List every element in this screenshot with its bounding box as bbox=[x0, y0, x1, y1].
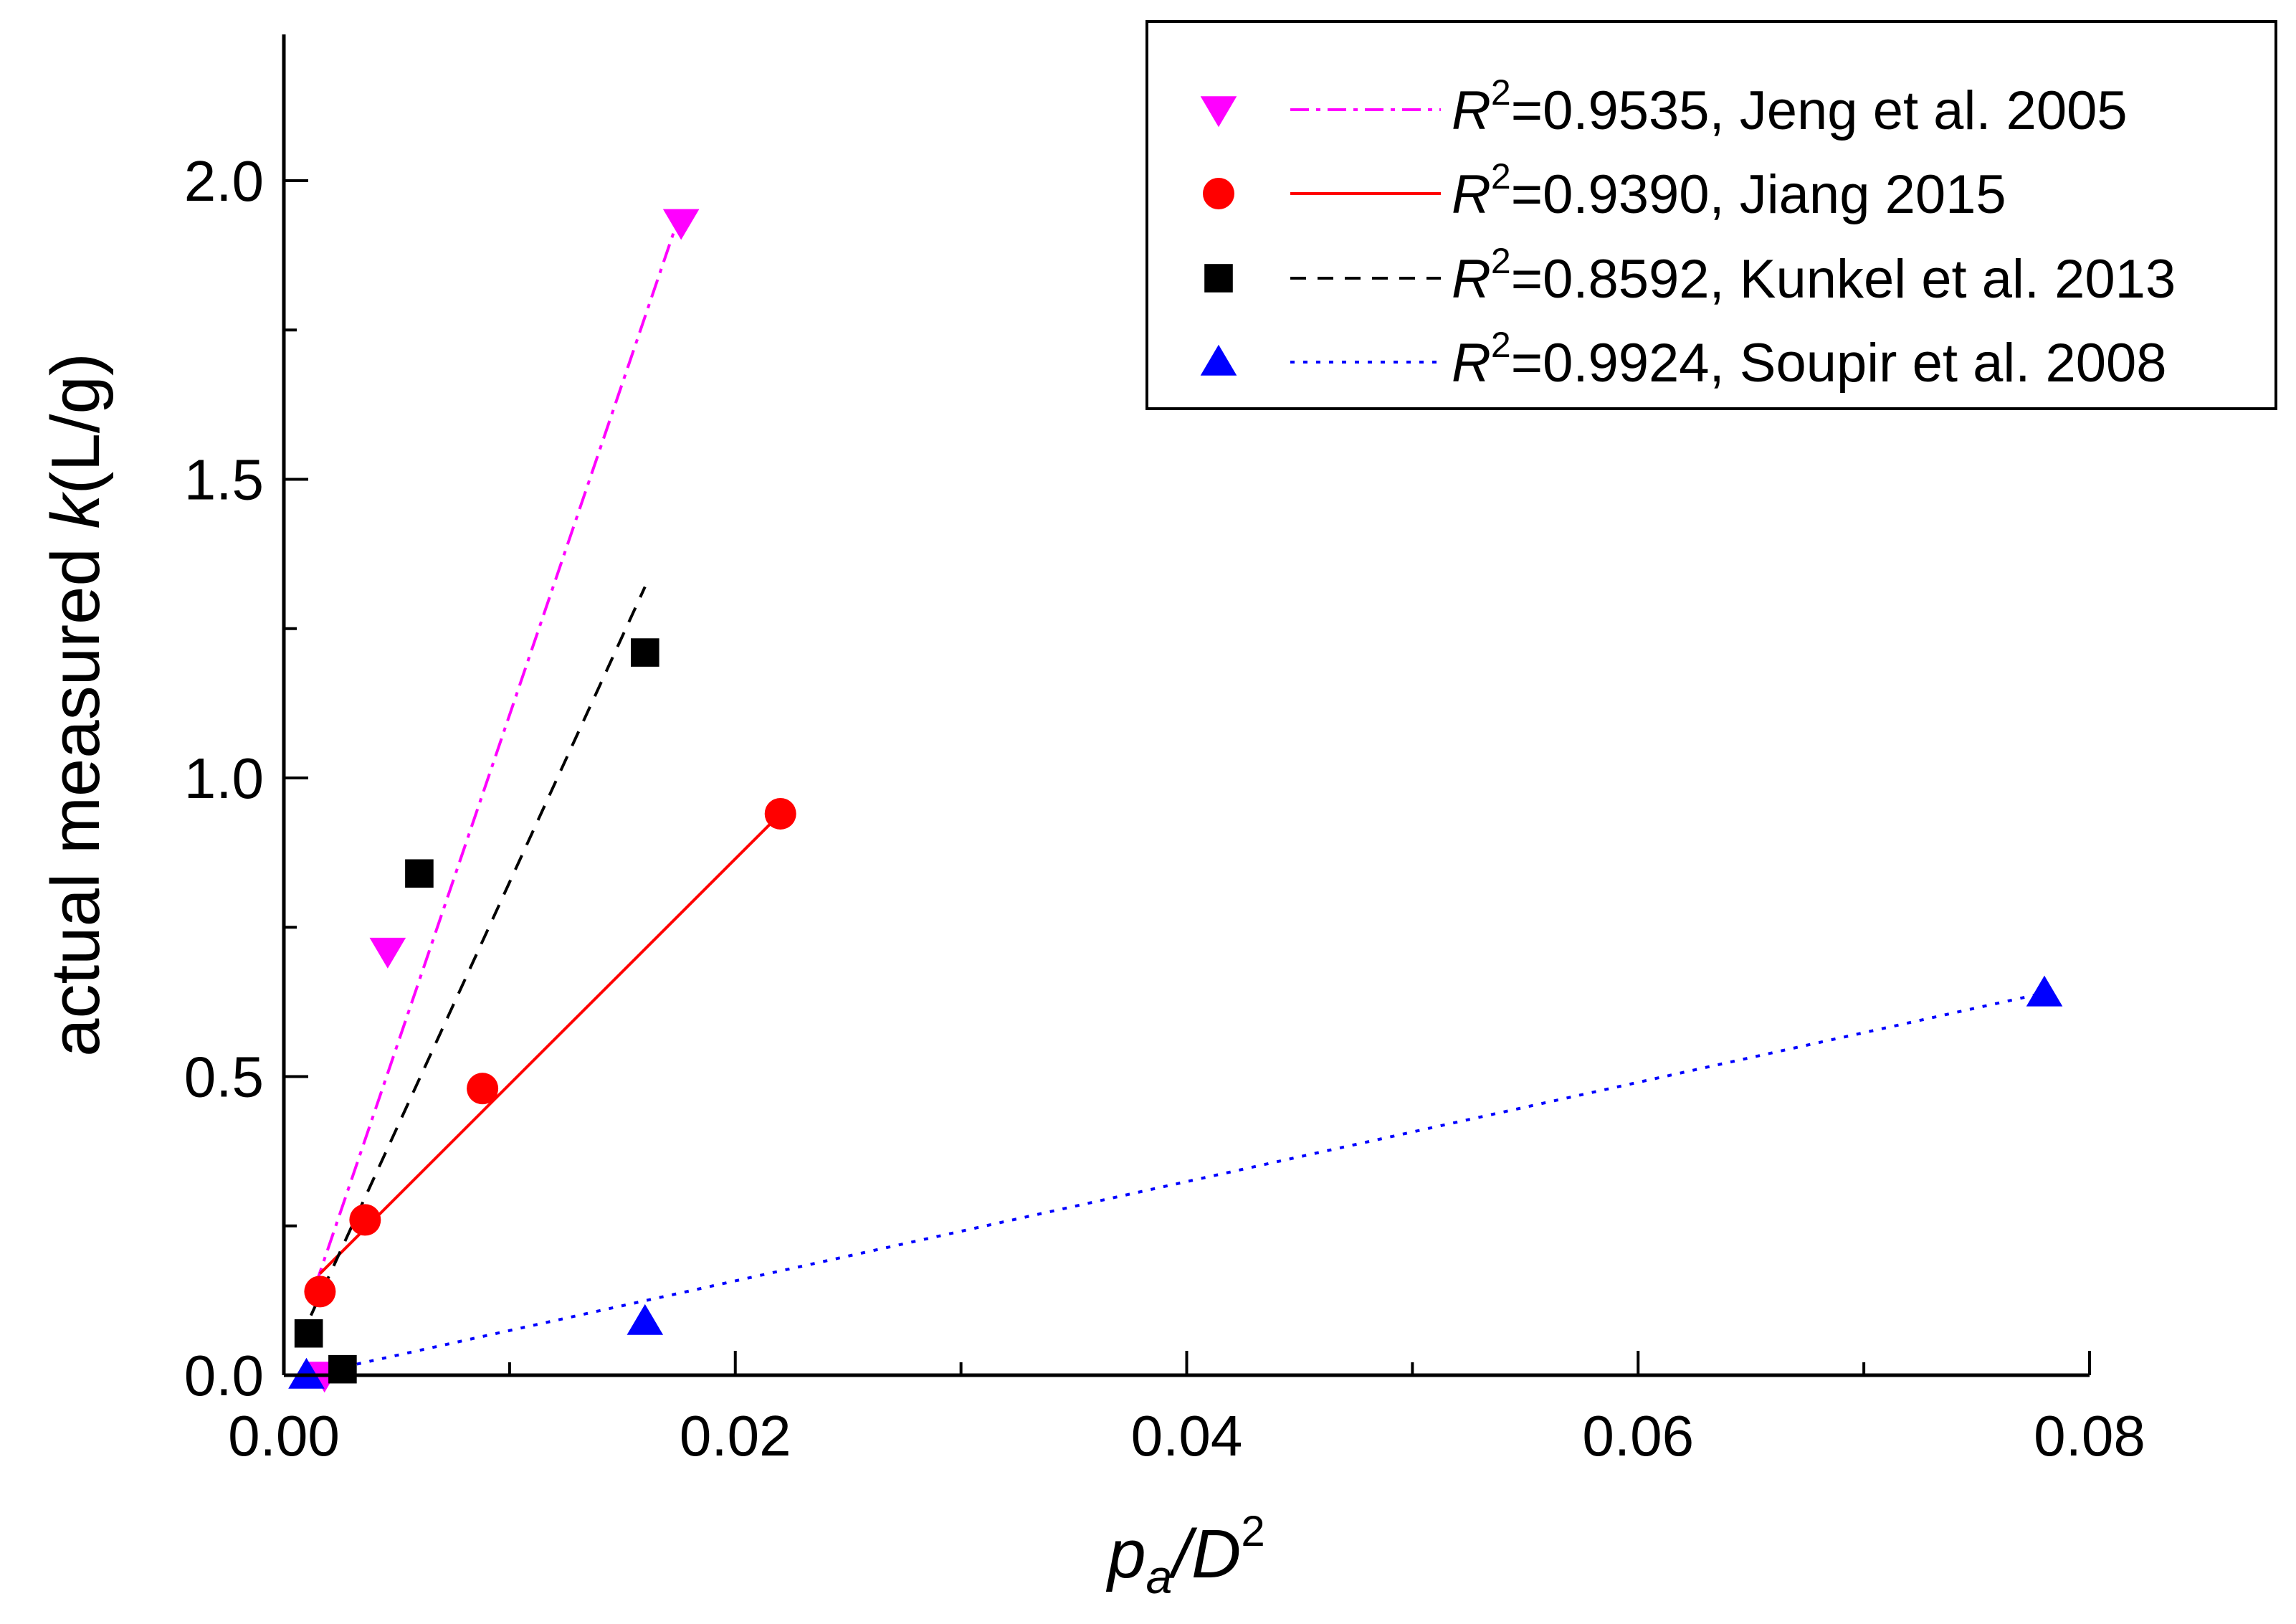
data-point bbox=[294, 1319, 323, 1348]
data-point bbox=[627, 1304, 664, 1335]
data-point bbox=[2026, 975, 2063, 1007]
legend-marker bbox=[1203, 178, 1234, 209]
x-tick-label: 0.00 bbox=[228, 1404, 340, 1468]
data-point bbox=[662, 209, 700, 240]
legend-box bbox=[1145, 20, 2277, 410]
y-tick-label: 2.0 bbox=[184, 149, 264, 213]
data-point bbox=[405, 859, 434, 888]
x-tick-label: 0.02 bbox=[680, 1404, 791, 1468]
fit-line bbox=[309, 586, 647, 1316]
legend-marker bbox=[1204, 264, 1233, 293]
y-tick-label: 0.5 bbox=[184, 1045, 264, 1109]
fit-line bbox=[318, 812, 782, 1275]
y-ticks: 0.0 0.5 1.0 1.5 2.0 bbox=[184, 149, 308, 1407]
y-axis-title: actual measured k(L/g) bbox=[37, 353, 114, 1057]
data-point bbox=[631, 638, 659, 667]
legend-label: R2=0.9535, Jeng et al. 2005 bbox=[1452, 72, 2128, 141]
fit-line bbox=[314, 210, 683, 1286]
x-tick-label: 0.08 bbox=[2034, 1404, 2145, 1468]
y-tick-label: 0.0 bbox=[184, 1344, 264, 1407]
data-point bbox=[288, 1357, 325, 1389]
x-axis-title: pa/D2 bbox=[1105, 1507, 1264, 1603]
data-point bbox=[467, 1073, 499, 1105]
data-point bbox=[764, 797, 796, 830]
legend-label: R2=0.9390, Jiang 2015 bbox=[1452, 156, 2006, 225]
legend-marker bbox=[1200, 96, 1237, 128]
data-point bbox=[349, 1204, 381, 1236]
data-point bbox=[369, 937, 406, 969]
y-tick-label: 1.0 bbox=[184, 746, 264, 810]
x-tick-label: 0.04 bbox=[1131, 1404, 1243, 1468]
legend-label: R2=0.9924, Soupir et al. 2008 bbox=[1452, 325, 2167, 394]
x-tick-label: 0.06 bbox=[1582, 1404, 1694, 1468]
legend-label: R2=0.8592, Kunkel et al. 2013 bbox=[1452, 241, 2176, 310]
data-point bbox=[328, 1354, 357, 1384]
legend: R2=0.9535, Jeng et al. 2005 R2=0.9390, Ji… bbox=[1145, 20, 2277, 410]
x-ticks: 0.00 0.02 0.04 0.06 0.08 bbox=[228, 1351, 2145, 1468]
y-tick-label: 1.5 bbox=[184, 448, 264, 512]
data-markers bbox=[288, 209, 2063, 1393]
legend-marker bbox=[1200, 344, 1237, 376]
fit-line bbox=[306, 991, 2045, 1377]
data-point bbox=[304, 1276, 336, 1308]
fit-lines bbox=[306, 210, 2045, 1377]
